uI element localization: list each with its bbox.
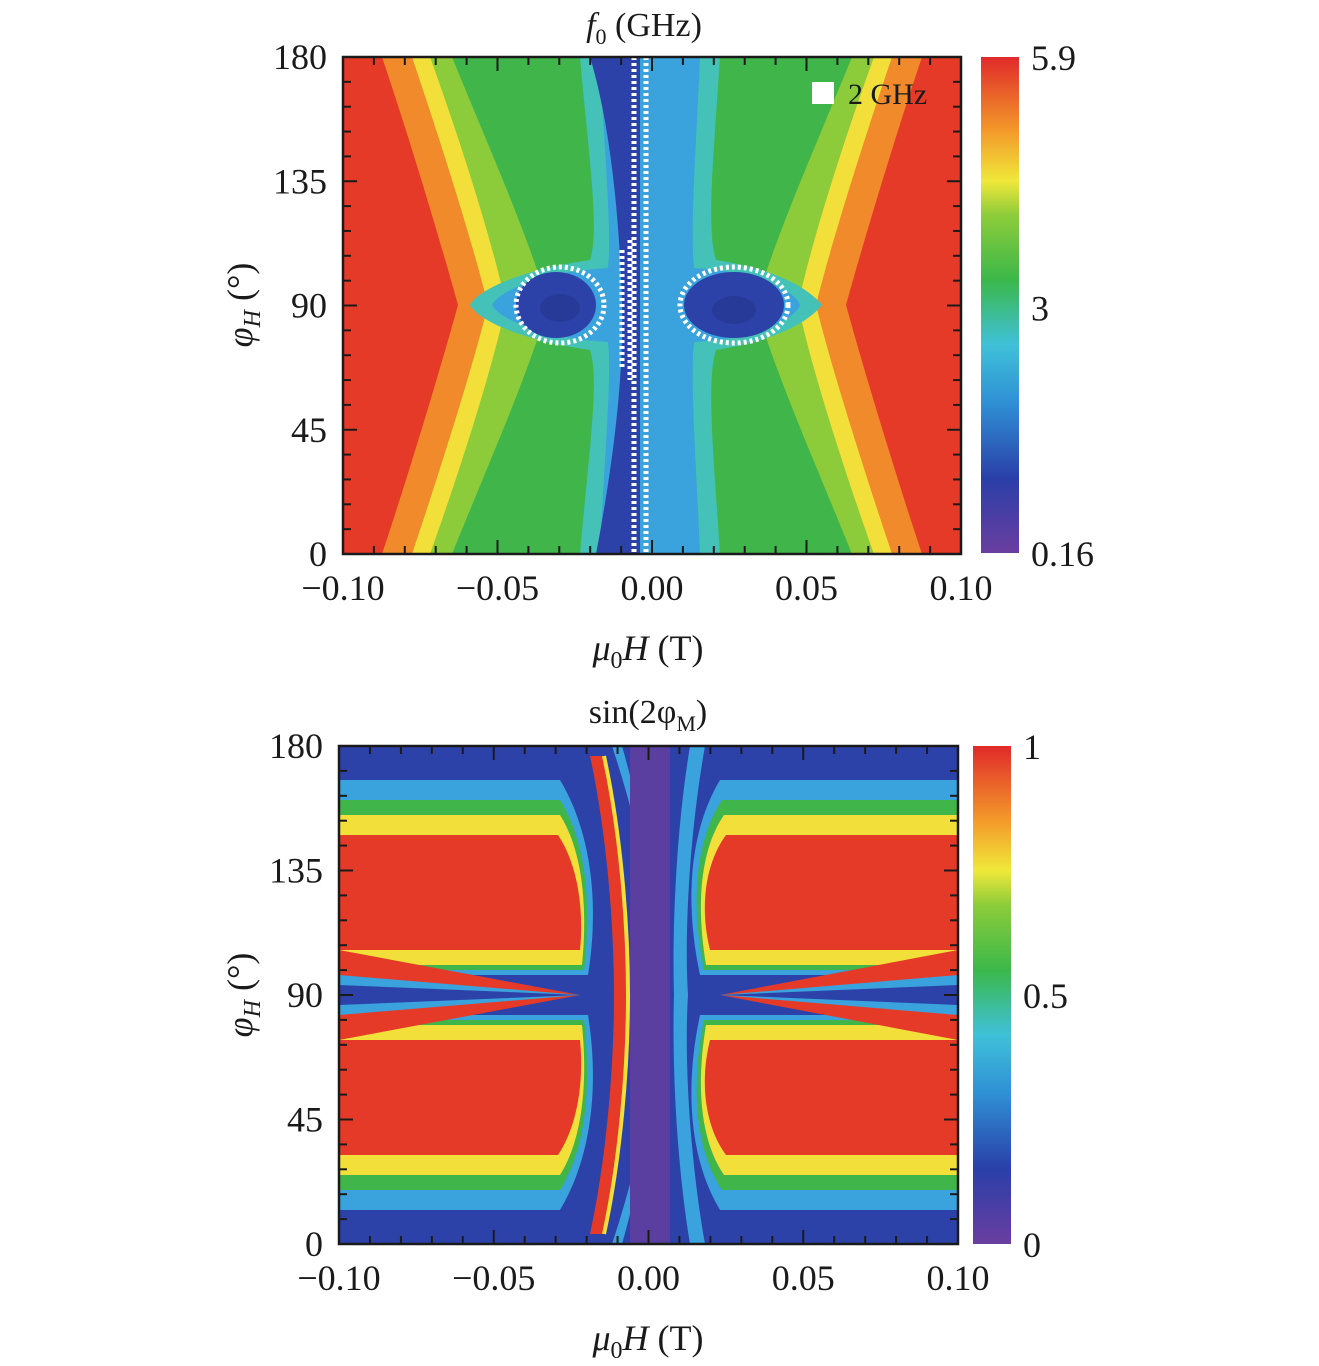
y-tick-label: 45 — [287, 1100, 323, 1140]
y-tick-label: 180 — [273, 37, 327, 77]
wedge-right-darkblue — [720, 985, 958, 1005]
legend-label: 2 GHz — [848, 78, 927, 111]
colorbar-ticks-top: 5.9 3 0.16 — [1031, 38, 1094, 574]
x-axis-title-bottom: μ0H (T) — [591, 1318, 703, 1364]
axes-bottom: −0.10 −0.05 0.00 0.05 0.10 0 45 90 135 180 — [269, 726, 990, 1298]
y-tick-label: 90 — [287, 975, 323, 1015]
chart-panel-top: f0 (GHz) — [220, 7, 1094, 674]
y-tick-label: 135 — [269, 851, 323, 891]
crescent-strip — [590, 756, 628, 1234]
x-tick-label: −0.10 — [301, 568, 384, 608]
lobe-lower-right-r — [704, 1040, 958, 1155]
chart-panel-bottom: sin(2φM) — [220, 694, 1068, 1364]
colorbar-top — [981, 57, 1019, 553]
colorbar-ticks-bottom: 10.50 — [1023, 727, 1068, 1265]
chart-title-top: f0 (GHz) — [586, 7, 702, 49]
y-tick-label: 135 — [273, 161, 327, 201]
center-valley-purple — [630, 746, 670, 1244]
colorbar-tick-label: 0 — [1023, 1225, 1041, 1265]
y-tick-label: 180 — [269, 726, 323, 766]
y-axis-title-top: φH (°) — [220, 263, 266, 348]
y-axis-title-bottom: φH (°) — [220, 953, 266, 1038]
center-valley-dark — [622, 746, 690, 1244]
x-axis-title-top: μ0H (T) — [591, 628, 703, 674]
x-tick-label: −0.10 — [297, 1258, 380, 1298]
axes-top: −0.10 −0.05 0.00 0.05 0.10 0 45 90 135 180 — [273, 37, 993, 608]
lobe-lower-left-r — [339, 1040, 582, 1155]
legend-marker — [812, 82, 834, 104]
y-tick-label: 45 — [291, 410, 327, 450]
y-tick-label: 90 — [291, 286, 327, 326]
x-tick-label: 0.00 — [621, 568, 684, 608]
colorbar-bottom — [973, 746, 1011, 1244]
chart-title-bottom: sin(2φM) — [589, 694, 708, 736]
band-darkblue-crescent — [590, 57, 640, 554]
center-valley — [612, 746, 705, 1244]
colorbar-tick-label: 1 — [1023, 727, 1041, 767]
lobe-upper-left-r — [339, 835, 582, 950]
pocket-right-core — [712, 296, 756, 324]
crescent-strip-edge — [602, 755, 631, 1235]
contour-2ghz — [513, 57, 791, 554]
x-tick-label: 0.10 — [930, 568, 993, 608]
heatmap-top — [343, 57, 961, 554]
colorbar-tick-label: 0.16 — [1031, 534, 1094, 574]
x-tick-label: 0.05 — [775, 568, 838, 608]
lobe-upper-right-r — [704, 835, 958, 950]
colorbar-tick-label: 3 — [1031, 289, 1049, 329]
x-tick-label: −0.05 — [452, 1258, 535, 1298]
x-tick-label: 0.00 — [617, 1258, 680, 1298]
wedge-left-darkblue — [339, 985, 580, 1005]
y-tick-label: 0 — [309, 534, 327, 574]
colorbar-tick-label: 0.5 — [1023, 976, 1068, 1016]
x-tick-label: −0.05 — [456, 568, 539, 608]
colorbar-tick-label: 5.9 — [1031, 38, 1076, 78]
legend-top: 2 GHz — [812, 78, 927, 111]
heatmap-bottom — [339, 746, 958, 1244]
x-tick-label: 0.10 — [927, 1258, 990, 1298]
y-tick-label: 0 — [305, 1224, 323, 1264]
x-tick-label: 0.05 — [772, 1258, 835, 1298]
pocket-left-core — [540, 294, 580, 322]
